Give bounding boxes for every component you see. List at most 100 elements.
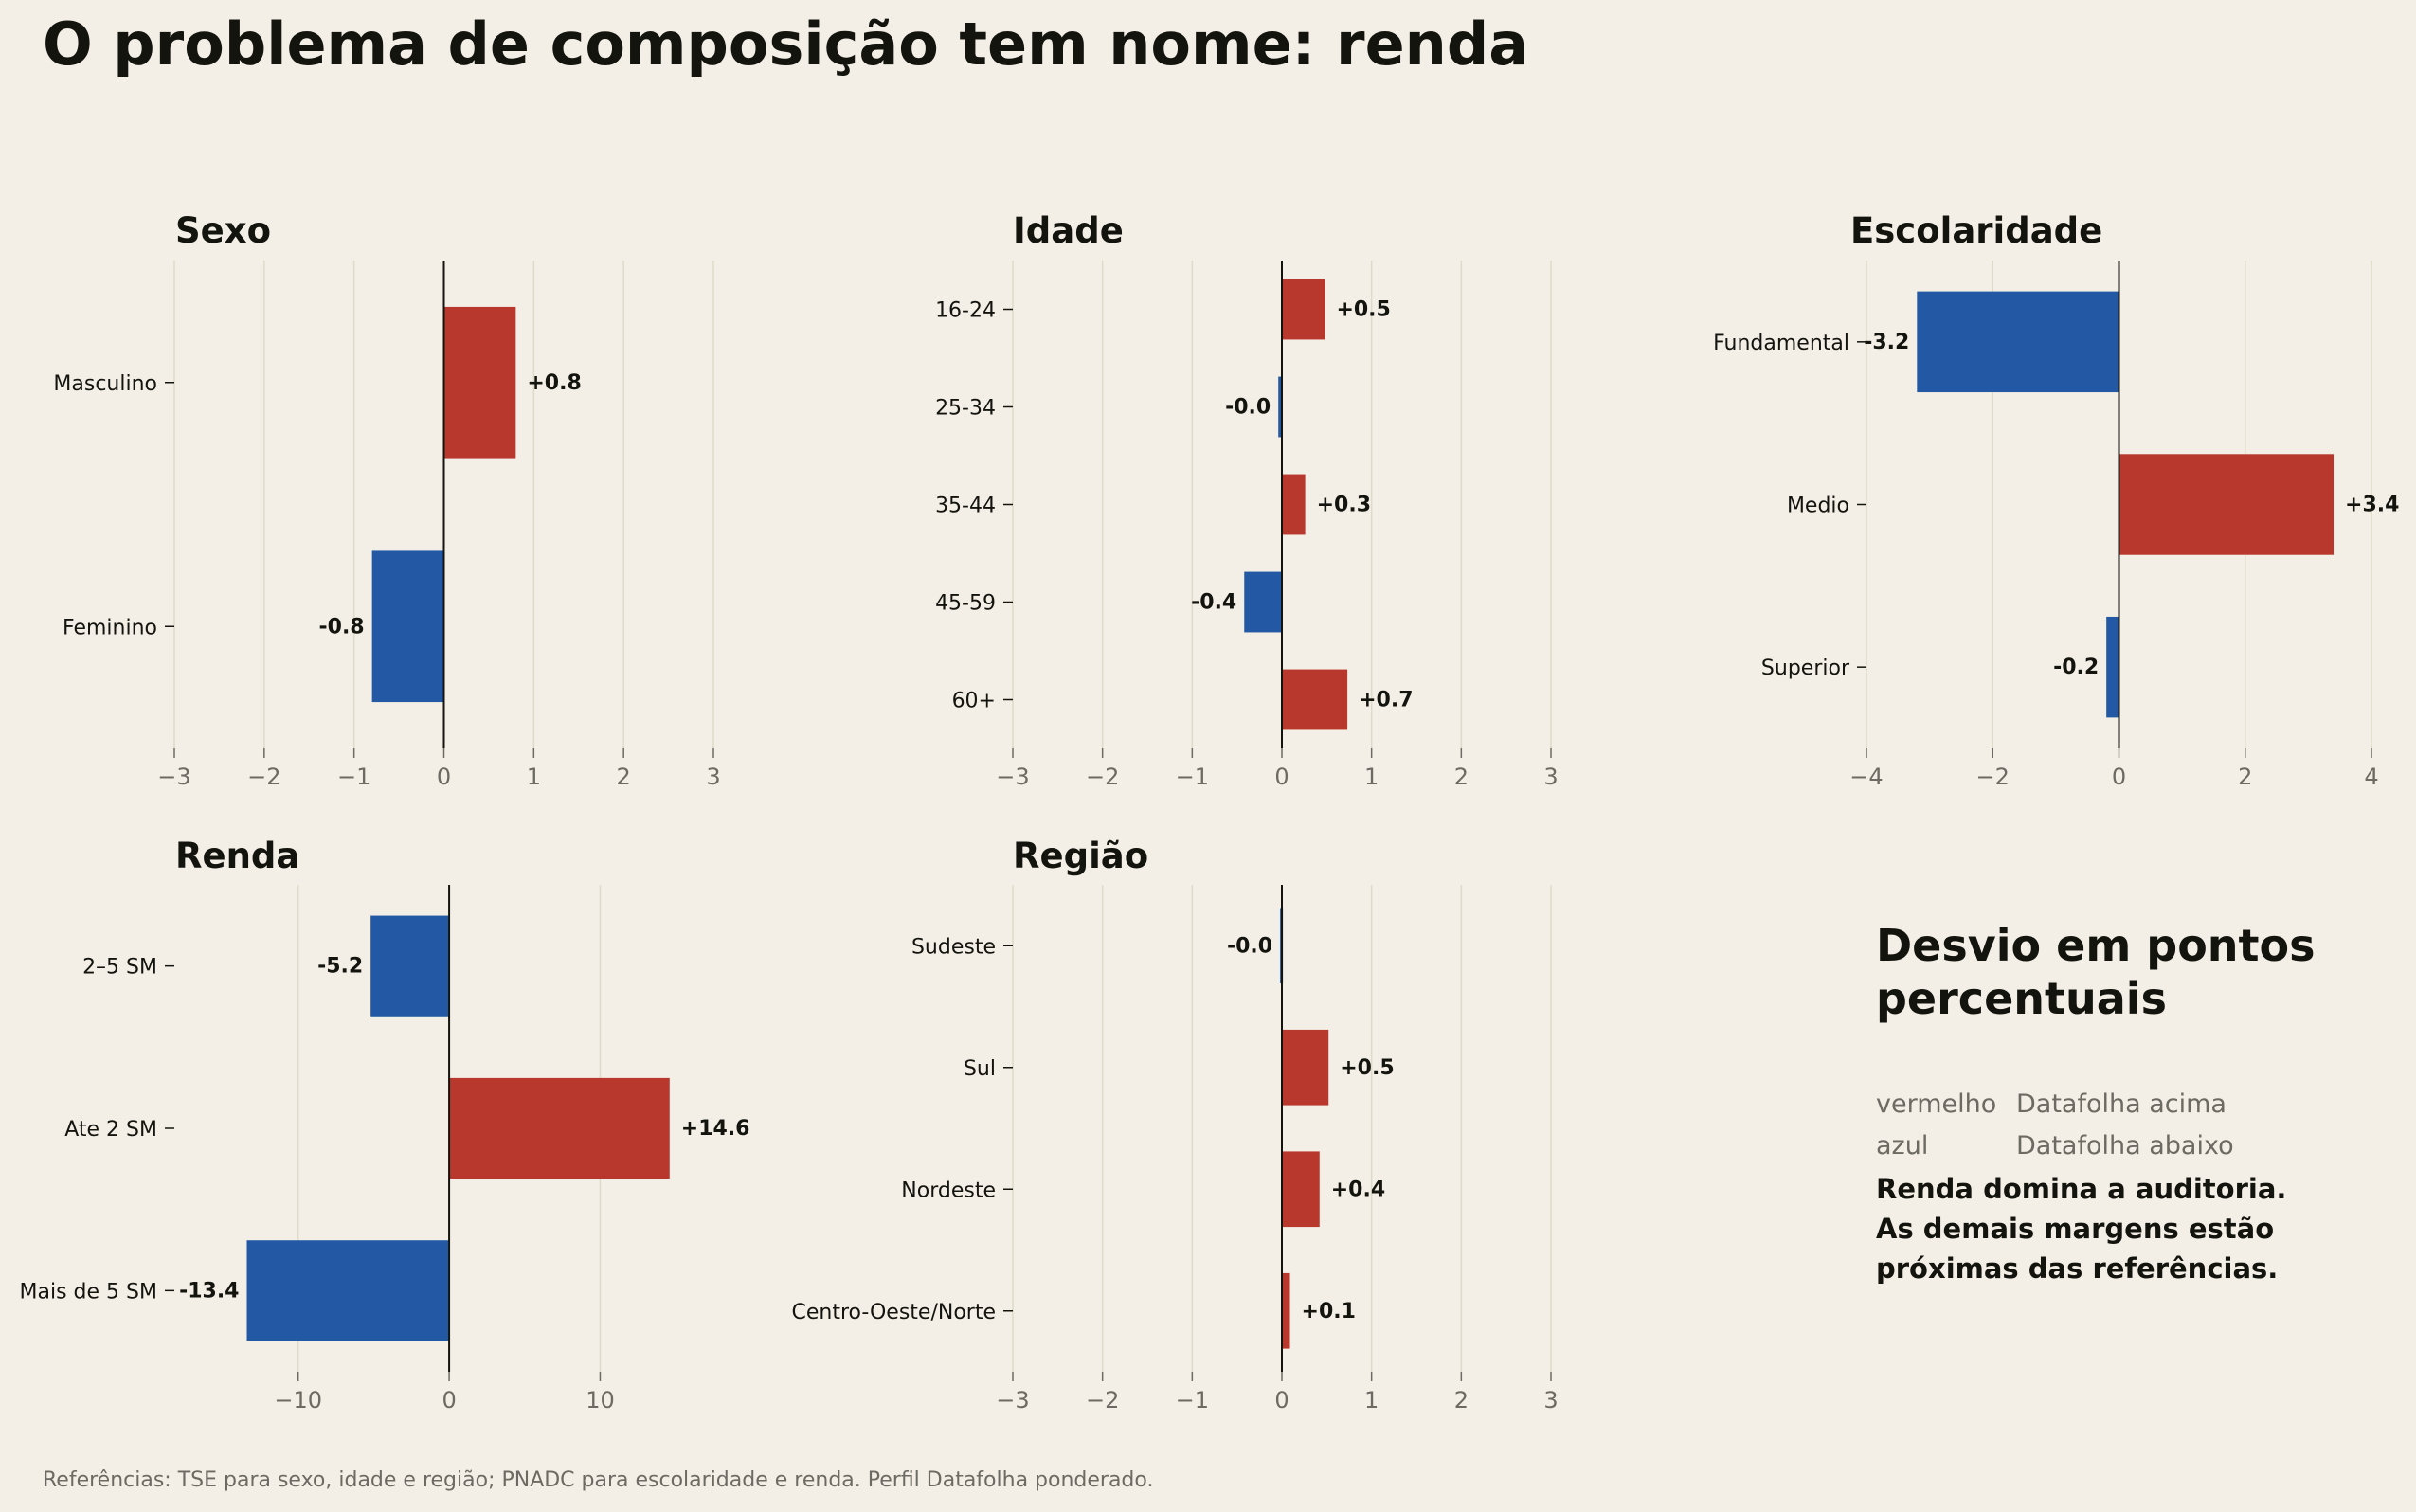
panel-title-idade: Idade — [1013, 210, 1124, 251]
value-label: -0.0 — [1225, 396, 1271, 420]
category-label: Sul — [964, 1057, 996, 1081]
x-tick-label: −1 — [337, 764, 370, 790]
category-label: Mais de 5 SM — [20, 1280, 157, 1304]
x-tick-label: 1 — [1364, 1387, 1379, 1413]
category-label: 35-44 — [935, 495, 996, 518]
category-label: Nordeste — [901, 1179, 996, 1202]
page-title: O problema de composição tem nome: renda — [43, 9, 1529, 79]
value-label: -0.2 — [2053, 656, 2099, 679]
value-label: +0.3 — [1317, 494, 1371, 517]
x-tick-label: −3 — [996, 764, 1029, 790]
category-label: Centro-Oeste/Norte — [792, 1301, 996, 1324]
legend-text-positive: Datafolha acima — [2016, 1089, 2227, 1119]
x-tick-label: 3 — [1543, 1387, 1558, 1413]
bar — [1282, 1151, 1320, 1228]
value-label: -0.0 — [1227, 934, 1272, 958]
source-note: Referências: TSE para sexo, idade e regi… — [43, 1468, 1154, 1492]
x-tick-label: −2 — [1086, 764, 1119, 790]
x-tick-label: −1 — [1176, 1387, 1209, 1413]
bar — [443, 306, 516, 459]
value-label: -0.8 — [319, 615, 365, 639]
legend-row-positive: vermelho Datafolha acima — [1876, 1084, 2388, 1125]
x-tick-label: −10 — [274, 1387, 322, 1413]
x-tick-label: −3 — [996, 1387, 1029, 1413]
category-label: 16-24 — [935, 299, 996, 323]
category-label: Sudeste — [911, 935, 996, 959]
bar — [449, 1077, 670, 1179]
x-tick-label: 0 — [2112, 764, 2126, 790]
x-tick-label: −2 — [1976, 764, 2010, 790]
legend-note: Renda domina a auditoria. As demais marg… — [1876, 1169, 2388, 1288]
value-label: +14.6 — [681, 1117, 750, 1141]
x-tick-label: −1 — [1176, 764, 1209, 790]
legend-note-line-1: Renda domina a auditoria. — [1876, 1173, 2287, 1205]
bar — [370, 915, 450, 1017]
bar — [1282, 1029, 1329, 1106]
value-label: +0.4 — [1331, 1178, 1385, 1201]
category-label: 45-59 — [935, 592, 996, 616]
value-label: +3.4 — [2345, 494, 2399, 517]
category-label: 25-34 — [935, 397, 996, 421]
category-label: 60+ — [952, 690, 996, 713]
value-label: +0.5 — [1340, 1056, 1394, 1080]
bar — [1244, 571, 1282, 633]
legend-row-negative: azul Datafolha abaixo — [1876, 1125, 2388, 1167]
value-label: -3.2 — [1864, 331, 1909, 354]
x-tick-label: 2 — [2238, 764, 2252, 790]
x-tick-label: −4 — [1849, 764, 1883, 790]
value-label: +0.8 — [527, 371, 581, 395]
value-label: -13.4 — [179, 1279, 239, 1303]
bar — [1282, 669, 1348, 730]
x-tick-label: −2 — [1086, 1387, 1119, 1413]
x-tick-label: 4 — [2364, 764, 2378, 790]
x-tick-label: 2 — [1454, 764, 1469, 790]
legend-key-positive: vermelho — [1876, 1089, 1997, 1119]
x-tick-label: 10 — [586, 1387, 615, 1413]
x-tick-label: 0 — [1274, 1387, 1289, 1413]
category-label: Fundamental — [1713, 332, 1849, 355]
bar — [1282, 474, 1306, 535]
bar — [2106, 616, 2119, 718]
category-label: 2–5 SM — [82, 956, 157, 980]
value-label: +0.7 — [1359, 689, 1413, 712]
x-tick-label: 2 — [1454, 1387, 1469, 1413]
x-tick-label: 1 — [527, 764, 541, 790]
x-tick-label: 0 — [442, 1387, 456, 1413]
x-tick-label: 2 — [617, 764, 631, 790]
legend-title: Desvio em pontos percentuais — [1876, 920, 2316, 1024]
bar — [1278, 376, 1282, 438]
x-tick-label: 1 — [1364, 764, 1379, 790]
value-label: +0.1 — [1302, 1300, 1356, 1323]
category-label: Superior — [1761, 657, 1850, 680]
panel-title-escolaridade: Escolaridade — [1850, 210, 2103, 251]
legend-key-negative: azul — [1876, 1131, 1929, 1161]
bar — [246, 1240, 450, 1341]
bar — [1282, 279, 1325, 340]
category-label: Feminino — [63, 616, 157, 639]
value-label: +0.5 — [1336, 298, 1390, 322]
value-label: -5.2 — [317, 955, 363, 979]
category-label: Masculino — [53, 372, 157, 396]
bar — [2119, 454, 2335, 555]
bar — [1917, 291, 2119, 393]
legend-note-line-3: próximas das referências. — [1876, 1252, 2279, 1285]
category-label: Ate 2 SM — [64, 1118, 157, 1142]
category-label: Medio — [1787, 495, 1849, 518]
x-tick-label: 3 — [1543, 764, 1558, 790]
x-tick-label: 0 — [437, 764, 451, 790]
x-tick-label: 0 — [1274, 764, 1289, 790]
x-tick-label: −3 — [157, 764, 190, 790]
value-label: -0.4 — [1191, 591, 1236, 615]
x-tick-label: 3 — [706, 764, 720, 790]
legend-note-line-2: As demais margens estão — [1876, 1213, 2275, 1245]
panel-title-sexo: Sexo — [175, 210, 272, 251]
legend: Desvio em pontos percentuais vermelho Dat… — [1876, 919, 2388, 1288]
panel-title-renda: Renda — [175, 836, 300, 876]
bar — [1282, 1272, 1290, 1349]
panel-title-regiao: Região — [1013, 836, 1149, 876]
